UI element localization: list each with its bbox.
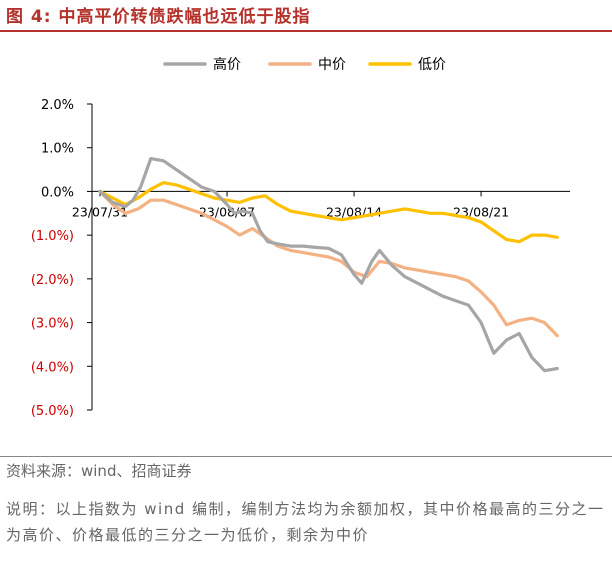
- source-rule: [0, 456, 612, 457]
- title-rule: [0, 30, 612, 32]
- legend-label: 中价: [318, 57, 346, 73]
- line-chart: 2.0% 1.0% 0.0% (1.0%) (2.0%) (3.0%) (4.0%) (5.0…: [31, 56, 570, 419]
- x-tick-label: 23/07/31: [72, 204, 128, 219]
- series-line-1: [98, 156, 559, 373]
- y-tick-label: (1.0%): [31, 229, 74, 244]
- y-tick-label: 2.0%: [41, 98, 74, 113]
- y-tick-label: (5.0%): [31, 404, 74, 419]
- series-line-3: [98, 181, 559, 244]
- y-tick-label: 1.0%: [41, 142, 74, 157]
- source-text: 资料来源：wind、招商证券: [6, 462, 192, 480]
- legend-label: 高价: [213, 56, 241, 73]
- x-tick-label: 23/08/07: [199, 204, 255, 219]
- x-tick-label: 23/08/21: [453, 204, 509, 219]
- series-line-2: [98, 189, 559, 338]
- legend-label: 低价: [418, 57, 446, 73]
- figure-title: 图 4: 中高平价转债跌幅也远低于股指: [6, 7, 311, 27]
- y-tick-label: (3.0%): [31, 317, 74, 332]
- y-tick-label: (2.0%): [31, 273, 74, 288]
- y-tick-label: (4.0%): [31, 360, 74, 375]
- y-tick-label: 0.0%: [41, 185, 74, 200]
- note-text: 说明：以上指数为 wind 编制，编制方法均为余额加权，其中价格最高的三分之一为…: [6, 500, 605, 544]
- chart-container: 2.0% 1.0% 0.0% (1.0%) (2.0%) (3.0%) (4.0%) (5.0…: [0, 40, 612, 450]
